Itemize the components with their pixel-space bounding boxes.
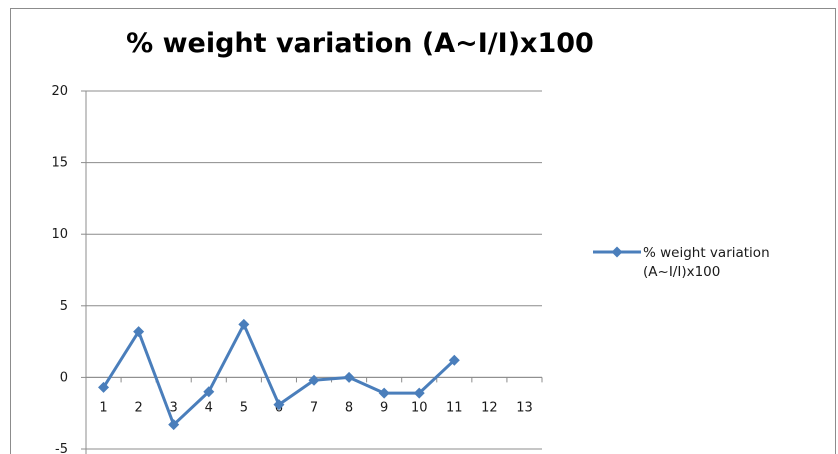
data-point-marker [308,374,320,386]
x-tick-label: 1 [99,400,107,415]
y-tick-label: 0 [60,370,68,385]
data-point-marker [273,399,285,411]
x-tick-label: 11 [446,400,463,415]
data-point-marker [133,326,145,338]
data-point-marker [448,354,460,366]
legend-marker [611,246,623,258]
data-point-marker [378,387,390,399]
x-tick-label: 2 [134,400,142,415]
y-tick-label: 5 [60,299,68,314]
x-tick-label: 13 [516,400,533,415]
legend-label-line1: % weight variation [643,245,770,261]
x-tick-label: 7 [310,400,318,415]
y-tick-label: 15 [51,156,68,171]
data-point-marker [238,318,250,330]
y-tick-label: 10 [51,227,68,242]
x-tick-label: 9 [380,400,388,415]
data-point-marker [168,419,180,431]
data-point-marker [203,386,215,398]
y-tick-label: 20 [51,84,68,99]
legend-label-line2: (A~I/I)x100 [643,264,720,280]
x-tick-label: 10 [411,400,428,415]
x-tick-label: 4 [205,400,213,415]
x-tick-label: 12 [481,400,498,415]
data-point-marker [343,371,355,383]
data-point-marker [98,381,110,393]
chart-title: % weight variation (A~I/I)x100 [126,28,594,59]
x-tick-label: 5 [240,400,248,415]
x-tick-label: 3 [170,400,178,415]
chart-area [10,8,836,454]
y-tick-label: -5 [55,442,68,454]
data-point-marker [413,387,425,399]
x-tick-label: 8 [345,400,353,415]
